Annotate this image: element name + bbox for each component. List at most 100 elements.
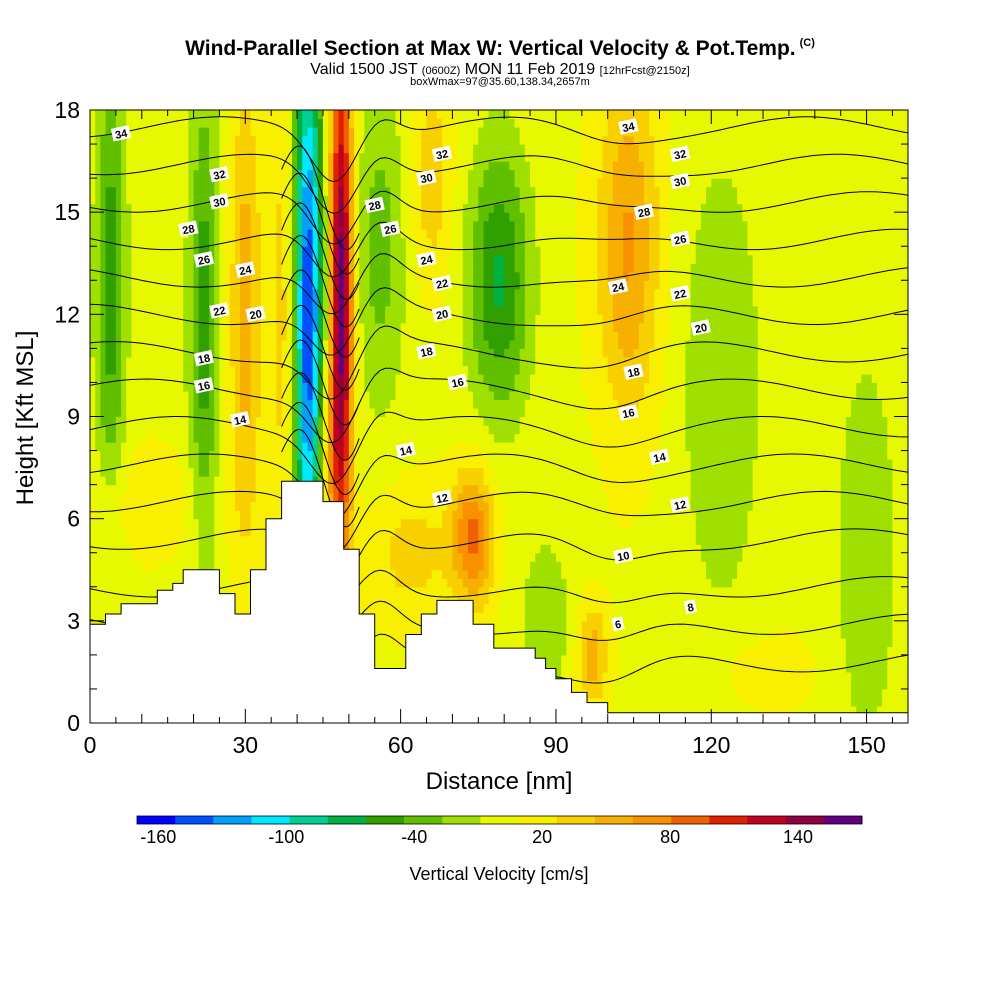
- velocity-cell: [126, 161, 133, 171]
- velocity-cell: [354, 390, 360, 401]
- velocity-cell: [141, 178, 148, 188]
- velocity-cell: [400, 152, 407, 162]
- velocity-cell: [203, 127, 210, 137]
- velocity-cell: [421, 212, 428, 222]
- velocity-cell: [395, 382, 402, 392]
- velocity-cell: [126, 484, 133, 494]
- velocity-cell: [188, 178, 195, 188]
- velocity-cell: [234, 237, 241, 247]
- velocity-cell: [90, 416, 96, 426]
- velocity-cell: [240, 195, 246, 205]
- velocity-cell: [90, 339, 96, 349]
- velocity-cell: [343, 178, 350, 188]
- velocity-cell: [260, 501, 267, 511]
- velocity-cell: [369, 416, 376, 426]
- velocity-cell: [141, 254, 148, 264]
- velocity-cell: [364, 356, 371, 367]
- velocity-cell: [297, 442, 303, 452]
- velocity-cell: [167, 178, 174, 188]
- velocity-cell: [322, 493, 329, 503]
- velocity-cell: [240, 237, 246, 247]
- velocity-cell: [400, 416, 407, 426]
- velocity-cell: [188, 373, 195, 384]
- velocity-cell: [442, 356, 448, 367]
- velocity-cell: [317, 280, 324, 290]
- velocity-cell: [172, 399, 179, 409]
- velocity-cell: [188, 476, 195, 486]
- velocity-cell: [369, 322, 376, 332]
- velocity-cell: [90, 237, 96, 247]
- velocity-cell: [105, 271, 112, 281]
- velocity-cell: [183, 348, 189, 358]
- velocity-cell: [229, 561, 236, 571]
- velocity-cell: [193, 561, 200, 571]
- velocity-cell: [260, 356, 267, 367]
- velocity-cell: [224, 527, 231, 537]
- velocity-cell: [214, 178, 221, 188]
- velocity-cell: [348, 271, 355, 281]
- velocity-cell: [328, 459, 334, 469]
- velocity-cell: [115, 416, 122, 426]
- velocity-cell: [266, 169, 272, 179]
- velocity-cell: [426, 288, 433, 298]
- velocity-cell: [410, 254, 417, 264]
- velocity-cell: [178, 195, 184, 205]
- velocity-cell: [410, 365, 417, 375]
- velocity-cell: [121, 152, 127, 162]
- velocity-cell: [90, 118, 96, 128]
- velocity-cell: [385, 637, 391, 647]
- velocity-cell: [400, 169, 407, 179]
- velocity-cell: [245, 552, 252, 562]
- velocity-cell: [379, 433, 386, 443]
- velocity-cell: [307, 348, 314, 358]
- velocity-cell: [359, 288, 365, 298]
- velocity-cell: [121, 535, 127, 545]
- velocity-cell: [426, 552, 433, 562]
- velocity-cell: [260, 331, 267, 341]
- velocity-cell: [359, 510, 365, 520]
- velocity-cell: [271, 271, 277, 281]
- velocity-cell: [121, 493, 127, 503]
- velocity-cell: [234, 254, 241, 264]
- velocity-cell: [157, 433, 164, 443]
- velocity-cell: [167, 356, 174, 367]
- velocity-cell: [209, 280, 215, 290]
- velocity-cell: [219, 229, 226, 239]
- velocity-cell: [178, 425, 184, 435]
- velocity-cell: [224, 229, 231, 239]
- velocity-cell: [198, 271, 205, 281]
- velocity-cell: [431, 467, 438, 477]
- velocity-cell: [167, 127, 174, 137]
- velocity-cell: [374, 212, 381, 222]
- velocity-cell: [126, 322, 133, 332]
- velocity-cell: [219, 246, 226, 256]
- velocity-cell: [410, 305, 417, 315]
- velocity-cell: [131, 127, 138, 137]
- velocity-cell: [240, 578, 246, 588]
- velocity-cell: [317, 416, 324, 426]
- velocity-cell: [172, 348, 179, 358]
- velocity-cell: [146, 433, 153, 443]
- velocity-cell: [95, 271, 101, 281]
- velocity-cell: [126, 433, 133, 443]
- velocity-cell: [395, 518, 402, 528]
- velocity-cell: [442, 195, 448, 205]
- velocity-cell: [379, 407, 386, 418]
- velocity-cell: [172, 271, 179, 281]
- velocity-cell: [379, 237, 386, 247]
- velocity-cell: [416, 399, 422, 409]
- velocity-cell: [416, 493, 422, 503]
- velocity-cell: [426, 535, 433, 545]
- velocity-cell: [172, 476, 179, 486]
- velocity-cell: [245, 118, 252, 128]
- velocity-cell: [276, 161, 283, 171]
- velocity-cell: [100, 442, 107, 452]
- velocity-cell: [343, 186, 350, 196]
- velocity-cell: [410, 433, 417, 443]
- velocity-cell: [234, 467, 241, 477]
- velocity-cell: [209, 535, 215, 545]
- velocity-cell: [121, 442, 127, 452]
- velocity-cell: [286, 365, 293, 375]
- velocity-cell: [307, 450, 314, 460]
- velocity-cell: [90, 373, 96, 384]
